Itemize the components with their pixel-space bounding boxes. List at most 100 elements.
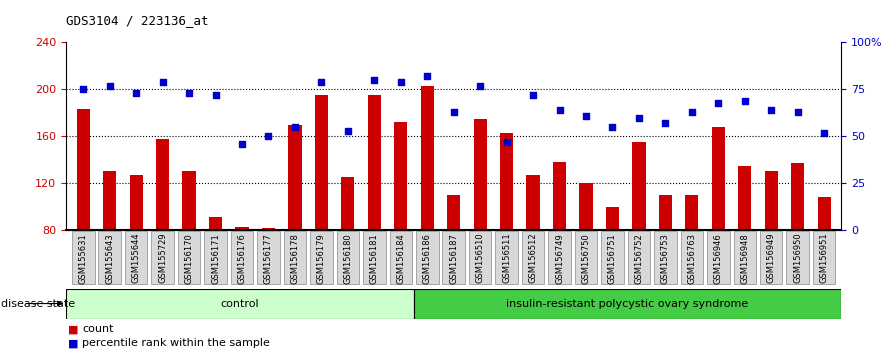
FancyBboxPatch shape — [416, 231, 439, 284]
FancyBboxPatch shape — [574, 231, 597, 284]
Text: GSM156184: GSM156184 — [396, 233, 405, 284]
Bar — [413, 289, 841, 319]
FancyBboxPatch shape — [337, 231, 359, 284]
Bar — [633, 142, 646, 230]
Text: GSM156512: GSM156512 — [529, 233, 537, 284]
Bar — [738, 166, 751, 230]
Point — [632, 115, 646, 120]
Bar — [367, 95, 381, 230]
Text: disease state: disease state — [1, 298, 75, 309]
Text: GSM155644: GSM155644 — [131, 233, 141, 284]
FancyBboxPatch shape — [442, 231, 465, 284]
Bar — [341, 177, 354, 230]
Text: GSM156177: GSM156177 — [264, 233, 273, 284]
FancyBboxPatch shape — [389, 231, 412, 284]
Point — [447, 109, 461, 115]
Bar — [712, 127, 725, 230]
Point — [182, 90, 196, 96]
FancyBboxPatch shape — [257, 231, 280, 284]
Text: GSM156180: GSM156180 — [344, 233, 352, 284]
Text: GSM156749: GSM156749 — [555, 233, 564, 284]
Point — [473, 83, 487, 88]
Text: GSM156170: GSM156170 — [185, 233, 194, 284]
Bar — [685, 195, 699, 230]
Bar — [103, 171, 116, 230]
Point — [764, 107, 778, 113]
FancyBboxPatch shape — [627, 231, 650, 284]
Text: GSM156510: GSM156510 — [476, 233, 485, 284]
Bar — [156, 139, 169, 230]
Bar — [315, 95, 328, 230]
Bar — [791, 163, 804, 230]
Bar — [235, 227, 248, 230]
Text: ■: ■ — [68, 324, 78, 334]
Point — [737, 98, 751, 103]
Point — [526, 92, 540, 98]
FancyBboxPatch shape — [495, 231, 518, 284]
Text: GSM156750: GSM156750 — [581, 233, 590, 284]
Text: GSM156951: GSM156951 — [819, 233, 829, 284]
Bar — [262, 228, 275, 230]
Text: GSM156949: GSM156949 — [766, 233, 776, 284]
Bar — [580, 183, 593, 230]
Text: GSM156950: GSM156950 — [793, 233, 803, 284]
FancyBboxPatch shape — [813, 231, 835, 284]
Text: GSM156171: GSM156171 — [211, 233, 220, 284]
FancyBboxPatch shape — [284, 231, 307, 284]
Bar — [659, 195, 672, 230]
Point — [341, 128, 355, 133]
Text: GSM156181: GSM156181 — [370, 233, 379, 284]
FancyBboxPatch shape — [72, 231, 94, 284]
FancyBboxPatch shape — [310, 231, 333, 284]
Text: GSM156511: GSM156511 — [502, 233, 511, 284]
Point — [552, 107, 566, 113]
FancyBboxPatch shape — [601, 231, 624, 284]
Point — [209, 92, 223, 98]
Point — [394, 79, 408, 85]
Point — [103, 83, 117, 88]
Bar — [500, 133, 514, 230]
Bar — [527, 175, 540, 230]
FancyBboxPatch shape — [204, 231, 226, 284]
Point — [500, 139, 514, 145]
Text: GSM155729: GSM155729 — [159, 233, 167, 284]
Bar — [474, 119, 487, 230]
Text: GSM156178: GSM156178 — [291, 233, 300, 284]
FancyBboxPatch shape — [734, 231, 756, 284]
Bar — [420, 86, 433, 230]
Bar — [765, 171, 778, 230]
Point — [367, 77, 381, 83]
Text: GSM156187: GSM156187 — [449, 233, 458, 284]
Point — [658, 120, 672, 126]
Bar — [606, 207, 619, 230]
Text: GSM156186: GSM156186 — [423, 233, 432, 284]
Point — [262, 133, 276, 139]
Text: GSM156763: GSM156763 — [687, 233, 696, 284]
FancyBboxPatch shape — [178, 231, 200, 284]
Text: percentile rank within the sample: percentile rank within the sample — [82, 338, 270, 348]
Text: GSM155631: GSM155631 — [78, 233, 88, 284]
Bar — [447, 195, 461, 230]
FancyBboxPatch shape — [655, 231, 677, 284]
Bar — [130, 175, 143, 230]
Point — [315, 79, 329, 85]
FancyBboxPatch shape — [125, 231, 147, 284]
Text: GSM156752: GSM156752 — [634, 233, 643, 284]
Point — [685, 109, 699, 115]
Bar — [394, 122, 407, 230]
Bar — [182, 171, 196, 230]
FancyBboxPatch shape — [760, 231, 782, 284]
Text: GSM156179: GSM156179 — [317, 233, 326, 284]
FancyBboxPatch shape — [363, 231, 386, 284]
Bar — [553, 162, 566, 230]
FancyBboxPatch shape — [231, 231, 253, 284]
Point — [579, 113, 593, 119]
Text: GSM156946: GSM156946 — [714, 233, 722, 284]
Point — [420, 73, 434, 79]
FancyBboxPatch shape — [469, 231, 492, 284]
Point — [156, 79, 170, 85]
Point — [817, 130, 831, 135]
Bar — [77, 109, 90, 230]
FancyBboxPatch shape — [152, 231, 174, 284]
FancyBboxPatch shape — [681, 231, 703, 284]
